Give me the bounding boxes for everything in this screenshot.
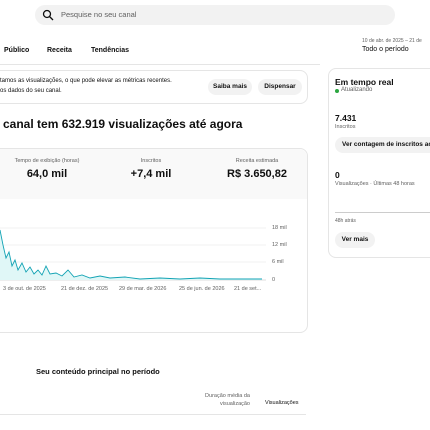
views-count: 0 [335,170,340,180]
tab[interactable]: Receita [47,47,72,54]
realtime-card [328,68,430,258]
tab[interactable]: Público [4,47,30,54]
column-header: Visualizações [265,400,299,406]
button[interactable]: Dispensar [258,79,302,95]
divider [0,64,320,65]
banner-text: os dados do seu canal. [0,88,62,94]
realtime-title: Em tempo real [335,77,394,87]
chart [0,227,266,281]
column-header: Duração média da visualização [205,393,250,407]
realtime-status: Atualizando [341,87,373,93]
x-tick-label: 21 de set... [234,286,262,292]
y-tick-label: 6 mil [272,259,284,265]
views-label: Visualizações · Últimas 48 horas [335,181,415,187]
banner-text: tamos as visualizações, o que pode eleva… [0,78,172,84]
period-range: 10 de abr. de 2025 – 21 de [362,38,422,44]
metric-label: Inscritos [140,158,162,164]
x-tick-label: 3 de out. de 2025 [3,286,46,292]
status-dot [335,89,339,93]
metric-value: 64,0 mil [26,168,68,180]
y-tick-label: 12 mil [272,242,287,248]
divider [335,212,430,213]
button[interactable]: Ver contagem de inscritos ao [335,137,430,153]
banner [0,70,308,104]
subscriber-label: Inscritos [335,124,356,130]
metric-value: R$ 3.650,82 [227,168,287,180]
period-label[interactable]: Todo o período [362,46,409,53]
subscriber-count: 7.431 [335,113,357,123]
ago-label: 48h atrás [335,218,356,224]
x-tick-label: 21 de dez. de 2025 [61,286,109,292]
x-tick-label: 29 de mar. de 2026 [119,286,167,292]
search-icon [42,9,54,21]
button[interactable]: Ver mais [335,232,375,248]
content-title: Seu conteúdo principal no período [36,367,160,376]
heading: canal tem 632.919 visualizações até agor… [3,117,243,131]
metrics-header [0,149,307,199]
button[interactable]: Saiba mais [208,79,252,95]
y-tick-label: 0 [272,277,276,283]
metric-value: +7,4 mil [130,168,172,180]
search-placeholder: Pesquise no seu canal [61,10,137,19]
divider [0,414,306,415]
search-bar[interactable] [35,5,395,25]
y-tick-label: 18 mil [272,225,287,231]
metric-label: Tempo de exibição (horas) [14,158,80,164]
metric-label: Receita estimada [235,158,279,164]
tab[interactable]: Tendências [91,47,129,54]
x-tick-label: 25 de jun. de 2026 [179,286,225,292]
